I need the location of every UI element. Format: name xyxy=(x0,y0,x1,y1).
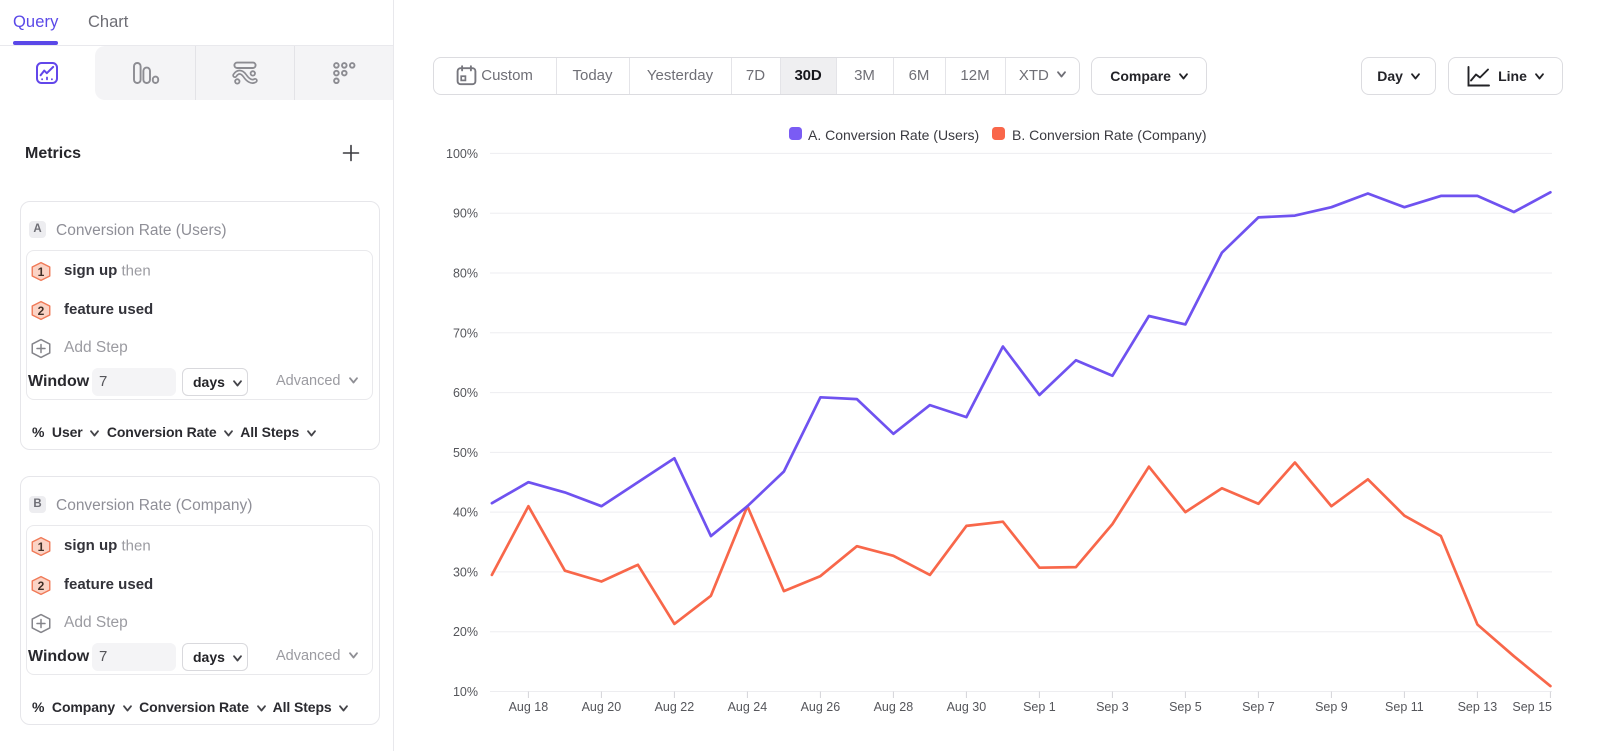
svg-text:Aug 24: Aug 24 xyxy=(728,700,768,714)
svg-text:2: 2 xyxy=(38,304,45,318)
svg-text:Sep 3: Sep 3 xyxy=(1096,700,1129,714)
svg-text:2: 2 xyxy=(38,579,45,593)
svg-text:1: 1 xyxy=(38,265,45,279)
svg-text:30%: 30% xyxy=(453,565,478,579)
svg-text:Aug 22: Aug 22 xyxy=(655,700,695,714)
svg-text:Sep 5: Sep 5 xyxy=(1169,700,1202,714)
svg-text:Sep 13: Sep 13 xyxy=(1458,700,1498,714)
svg-text:Aug 26: Aug 26 xyxy=(801,700,841,714)
svg-text:80%: 80% xyxy=(453,267,478,281)
svg-text:Sep 15: Sep 15 xyxy=(1512,700,1552,714)
svg-text:1: 1 xyxy=(38,540,45,554)
svg-text:100%: 100% xyxy=(446,147,478,161)
svg-text:Aug 30: Aug 30 xyxy=(947,700,987,714)
svg-text:40%: 40% xyxy=(453,506,478,520)
svg-text:Aug 20: Aug 20 xyxy=(582,700,622,714)
svg-text:Aug 28: Aug 28 xyxy=(874,700,914,714)
svg-text:Sep 11: Sep 11 xyxy=(1385,700,1424,714)
svg-text:70%: 70% xyxy=(453,326,478,340)
svg-text:50%: 50% xyxy=(453,446,478,460)
svg-text:Sep 9: Sep 9 xyxy=(1315,700,1348,714)
svg-text:90%: 90% xyxy=(453,207,478,221)
svg-text:10%: 10% xyxy=(453,685,478,699)
svg-text:20%: 20% xyxy=(453,625,478,639)
svg-text:60%: 60% xyxy=(453,386,478,400)
svg-text:Aug 18: Aug 18 xyxy=(509,700,549,714)
svg-text:Sep 7: Sep 7 xyxy=(1242,700,1275,714)
svg-text:Sep 1: Sep 1 xyxy=(1023,700,1056,714)
